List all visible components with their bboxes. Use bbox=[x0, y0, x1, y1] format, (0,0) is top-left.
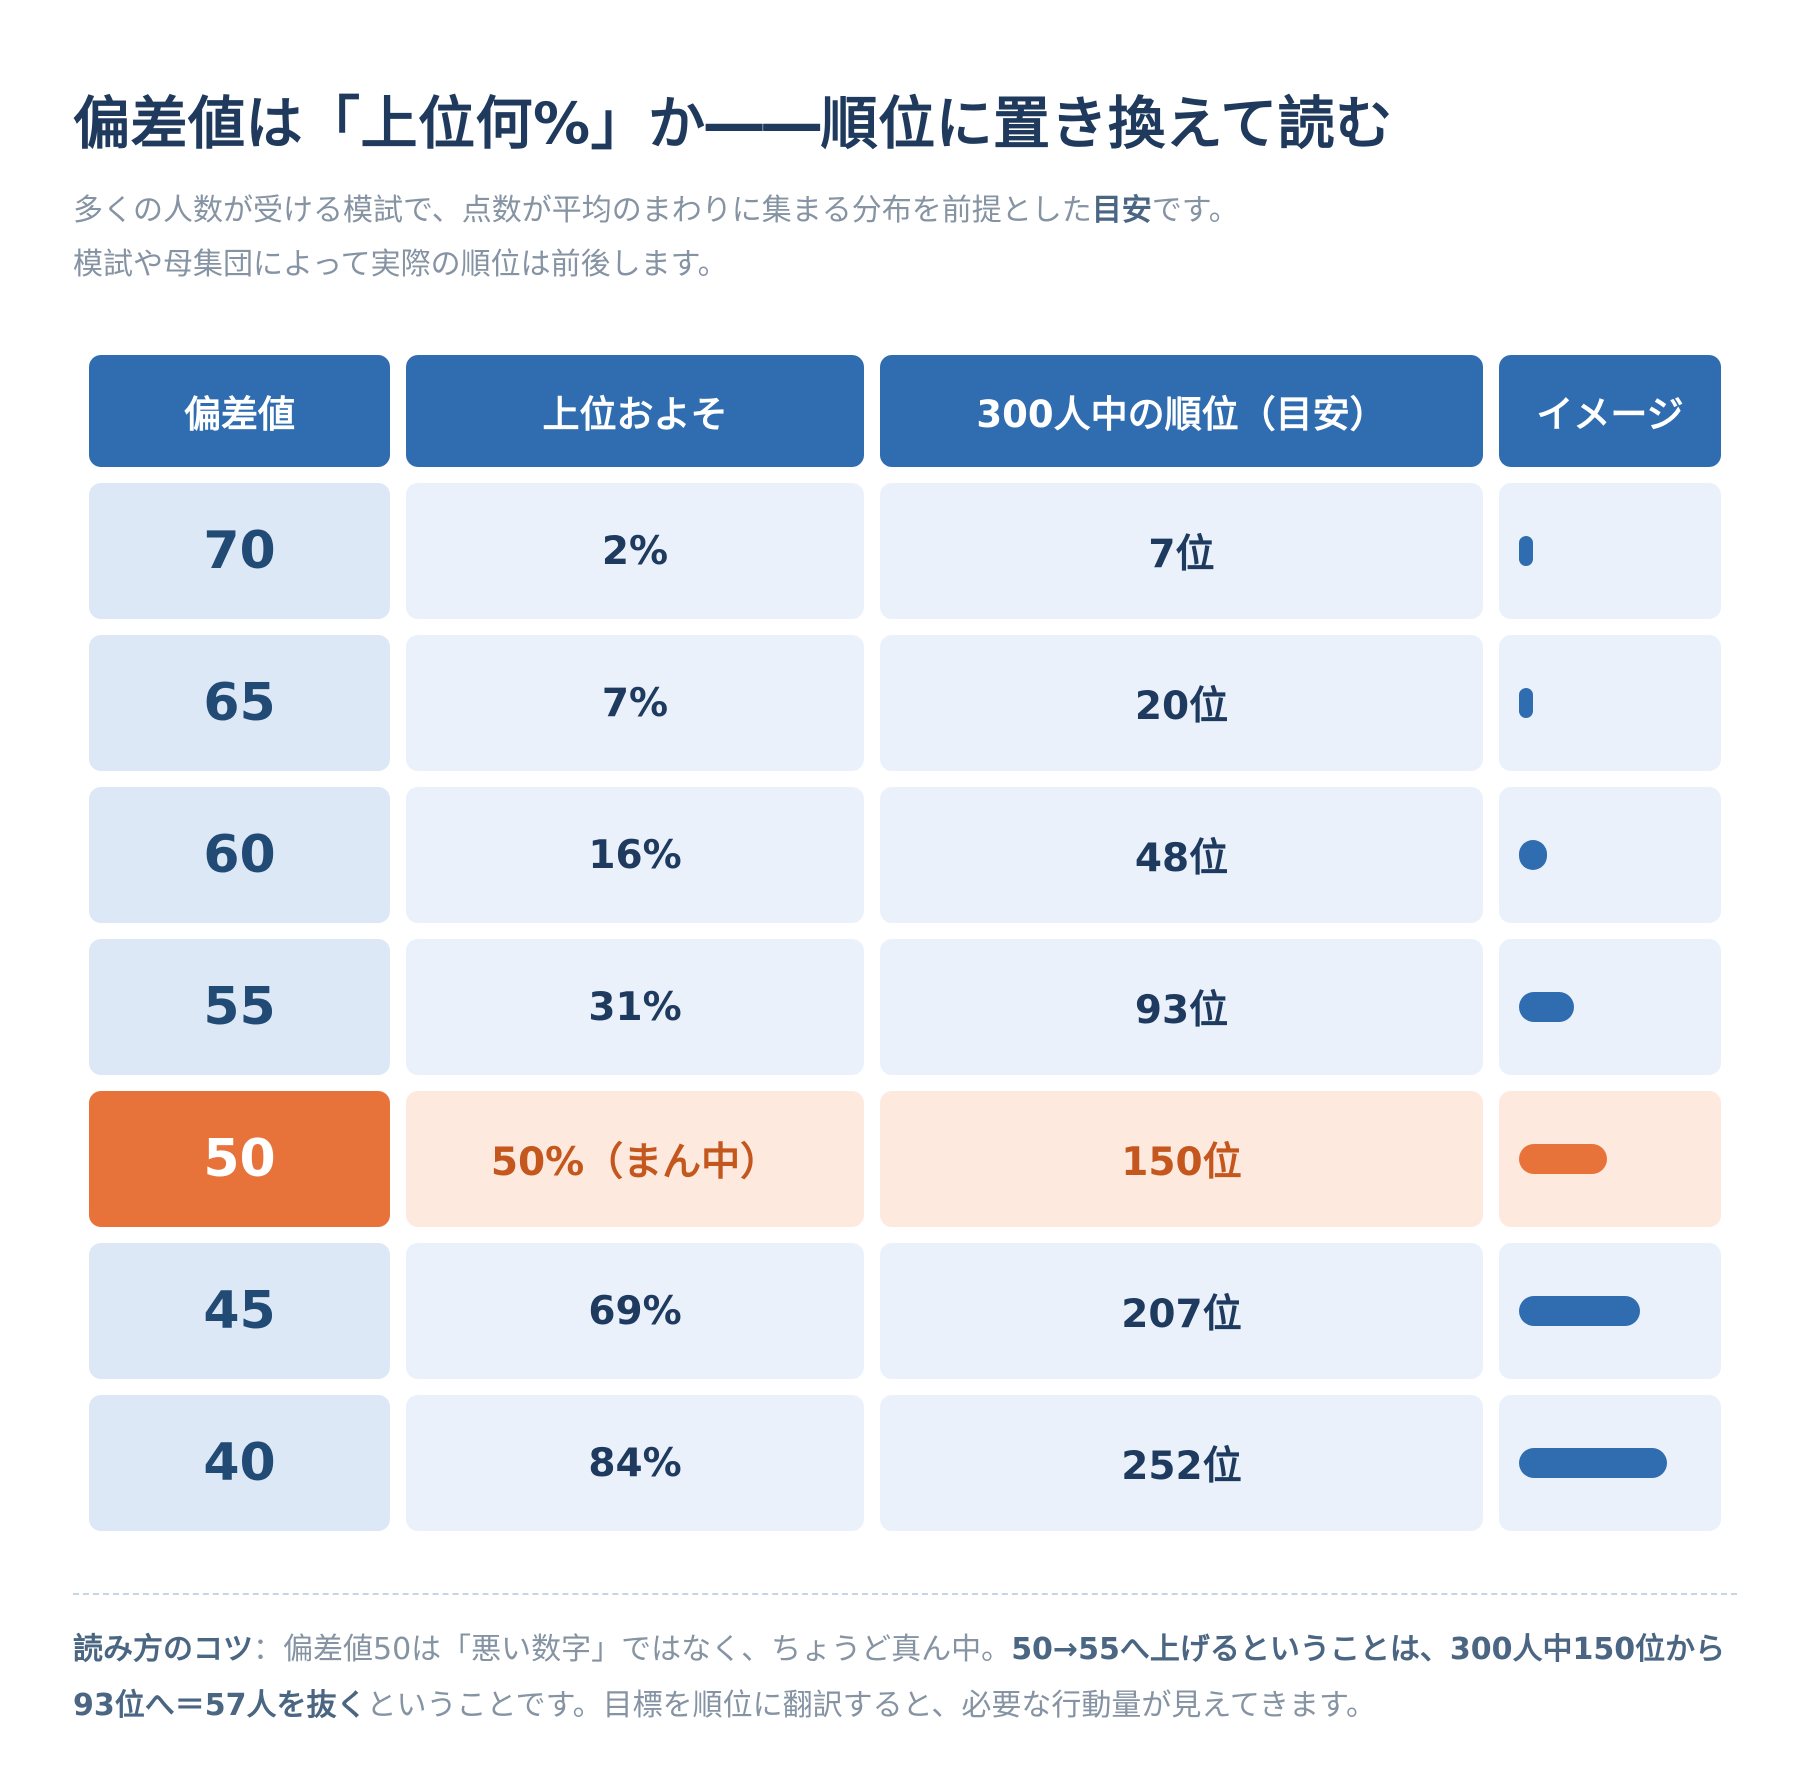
top-percent-value: 84% bbox=[406, 1395, 864, 1531]
tip-text-end: ということです。目標を順位に翻訳すると、必要な行動量が見えてきます。 bbox=[366, 1688, 1377, 1723]
subtitle-line-2: 模試や母集団によって実際の順位は前後します。 bbox=[73, 247, 728, 282]
header-rank: 300人中の順位（目安） bbox=[880, 355, 1483, 467]
top-percent-value: 2% bbox=[406, 483, 864, 619]
deviation-value: 45 bbox=[89, 1243, 390, 1379]
deviation-value: 55 bbox=[89, 939, 390, 1075]
proportion-bar bbox=[1519, 536, 1533, 566]
rank-value: 48位 bbox=[880, 787, 1483, 923]
deviation-value: 60 bbox=[89, 787, 390, 923]
proportion-bar bbox=[1519, 992, 1574, 1022]
top-percent-value: 69% bbox=[406, 1243, 864, 1379]
reading-tip: 読み方のコツ：偏差値50は「悪い数字」ではなく、ちょうど真ん中。50→55へ上げ… bbox=[73, 1622, 1753, 1734]
rank-value: 252位 bbox=[880, 1395, 1483, 1531]
subtitle: 多くの人数が受ける模試で、点数が平均のまわりに集まる分布を前提とした目安です。 … bbox=[73, 184, 1733, 292]
image-bar-cell bbox=[1499, 787, 1721, 923]
proportion-bar bbox=[1519, 840, 1547, 870]
image-bar-cell bbox=[1499, 483, 1721, 619]
deviation-value: 65 bbox=[89, 635, 390, 771]
rank-value: 7位 bbox=[880, 483, 1483, 619]
rank-value: 150位 bbox=[880, 1091, 1483, 1227]
subtitle-text-end: です。 bbox=[1151, 193, 1239, 228]
proportion-bar bbox=[1519, 1144, 1607, 1174]
rank-value: 93位 bbox=[880, 939, 1483, 1075]
page-title: 偏差値は「上位何%」か――順位に置き換えて読む bbox=[73, 91, 1393, 157]
proportion-bar bbox=[1519, 688, 1533, 718]
image-bar-cell bbox=[1499, 1243, 1721, 1379]
tip-label: 読み方のコツ bbox=[73, 1632, 253, 1667]
proportion-bar bbox=[1519, 1448, 1667, 1478]
header-image: イメージ bbox=[1499, 355, 1721, 467]
divider bbox=[73, 1593, 1737, 1595]
image-bar-cell bbox=[1499, 1091, 1721, 1227]
tip-emphasis: 50→55へ上げるということは、300人中150位から93位へ＝57人を抜く bbox=[73, 1632, 1726, 1723]
top-percent-value: 16% bbox=[406, 787, 864, 923]
deviation-value: 70 bbox=[89, 483, 390, 619]
rank-value: 20位 bbox=[880, 635, 1483, 771]
subtitle-line-1: 多くの人数が受ける模試で、点数が平均のまわりに集まる分布を前提とした目安です。 bbox=[73, 184, 1733, 238]
header-deviation: 偏差値 bbox=[89, 355, 390, 467]
subtitle-emphasis: 目安 bbox=[1091, 193, 1152, 228]
top-percent-value: 31% bbox=[406, 939, 864, 1075]
top-percent-value: 50%（まん中） bbox=[406, 1091, 864, 1227]
image-bar-cell bbox=[1499, 1395, 1721, 1531]
rank-value: 207位 bbox=[880, 1243, 1483, 1379]
proportion-bar bbox=[1519, 1296, 1640, 1326]
header-top-percent: 上位およそ bbox=[406, 355, 864, 467]
deviation-value: 50 bbox=[89, 1091, 390, 1227]
subtitle-text: 多くの人数が受ける模試で、点数が平均のまわりに集まる分布を前提とした bbox=[73, 193, 1092, 228]
image-bar-cell bbox=[1499, 939, 1721, 1075]
tip-separator: ： bbox=[253, 1632, 283, 1667]
top-percent-value: 7% bbox=[406, 635, 864, 771]
image-bar-cell bbox=[1499, 635, 1721, 771]
deviation-value: 40 bbox=[89, 1395, 390, 1531]
tip-text: 偏差値50は「悪い数字」ではなく、ちょうど真ん中。 bbox=[283, 1632, 1012, 1667]
